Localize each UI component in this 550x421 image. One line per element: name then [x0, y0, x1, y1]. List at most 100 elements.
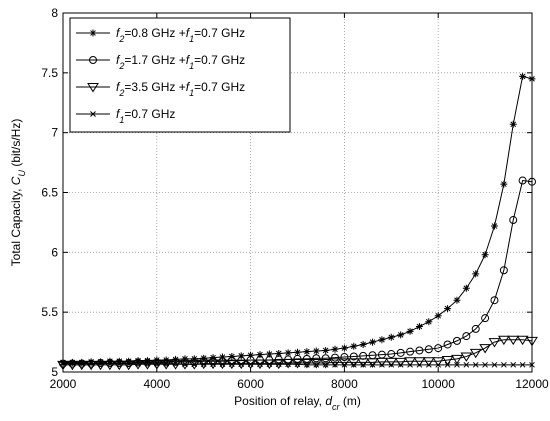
marker-shape	[179, 360, 191, 370]
marker-shape	[285, 361, 291, 368]
marker	[519, 72, 527, 80]
marker	[291, 359, 304, 369]
marker	[501, 361, 507, 368]
marker-shape	[302, 354, 311, 363]
marker	[499, 266, 508, 275]
marker	[463, 361, 470, 368]
marker-shape	[228, 352, 236, 360]
marker	[312, 354, 321, 363]
plot-frame	[62, 12, 533, 373]
marker	[153, 356, 161, 364]
marker-shape	[274, 355, 283, 364]
marker-shape	[422, 357, 435, 367]
marker-shape	[200, 354, 208, 362]
marker	[425, 361, 432, 368]
marker	[319, 359, 332, 369]
marker-shape	[312, 354, 321, 363]
marker	[85, 360, 98, 371]
marker-shape	[490, 296, 499, 305]
marker	[300, 359, 313, 369]
marker	[416, 361, 423, 368]
marker-shape	[200, 361, 207, 368]
marker-shape	[490, 222, 498, 230]
y-tick-label: 7.5	[41, 66, 58, 80]
marker-shape	[479, 344, 492, 354]
marker-shape	[434, 344, 443, 353]
marker-shape	[172, 355, 180, 363]
marker	[490, 222, 498, 230]
marker-shape	[332, 361, 338, 368]
marker-shape	[300, 359, 313, 369]
marker-shape	[85, 360, 98, 371]
marker	[160, 360, 173, 370]
marker	[274, 355, 283, 364]
marker-shape	[103, 360, 116, 371]
marker-shape	[97, 358, 105, 366]
marker-shape	[341, 361, 348, 368]
marker	[529, 361, 535, 368]
marker-shape	[441, 356, 454, 366]
marker-shape	[454, 361, 460, 368]
marker-shape	[322, 361, 329, 368]
marker-shape	[488, 338, 501, 348]
marker	[169, 360, 182, 370]
marker	[516, 335, 529, 346]
marker-shape	[451, 354, 463, 365]
marker	[322, 346, 330, 354]
marker-shape	[396, 348, 405, 357]
marker	[462, 284, 470, 292]
x-tick-label: 8000	[331, 377, 358, 391]
marker	[407, 361, 413, 368]
marker	[435, 361, 442, 368]
marker	[490, 296, 499, 305]
marker	[481, 251, 489, 259]
marker	[266, 361, 273, 368]
marker-shape	[379, 361, 385, 368]
marker-shape	[219, 361, 226, 368]
marker-shape	[238, 361, 245, 368]
marker	[60, 360, 66, 367]
marker-shape	[294, 361, 301, 368]
marker-shape	[322, 346, 330, 354]
marker-shape	[509, 120, 517, 128]
marker	[171, 357, 180, 366]
marker	[68, 358, 76, 366]
marker	[57, 360, 69, 371]
marker-shape	[237, 352, 245, 360]
marker	[284, 349, 292, 357]
marker-shape	[359, 340, 367, 348]
marker	[144, 360, 151, 367]
marker-shape	[191, 361, 198, 368]
marker	[97, 360, 104, 367]
marker-shape	[141, 360, 154, 370]
marker	[406, 347, 415, 356]
legend-label: f2=3.5 GHz +f1=0.7 GHz	[116, 80, 245, 98]
marker	[497, 335, 510, 346]
marker-shape	[507, 335, 520, 346]
marker-shape	[113, 360, 126, 371]
marker-shape	[340, 344, 348, 352]
marker-shape	[529, 361, 535, 368]
marker	[188, 360, 201, 370]
marker-shape	[424, 345, 433, 354]
marker-shape	[116, 360, 123, 367]
marker-shape	[518, 176, 527, 185]
marker-shape	[228, 361, 235, 368]
marker	[341, 361, 348, 368]
marker-shape	[190, 357, 199, 366]
marker	[59, 358, 67, 366]
marker-shape	[60, 360, 66, 367]
marker	[310, 359, 323, 369]
marker-shape	[180, 357, 189, 366]
marker-shape	[416, 361, 423, 368]
marker	[219, 361, 226, 368]
marker	[141, 360, 154, 370]
marker	[460, 352, 473, 362]
marker-shape	[528, 75, 536, 83]
marker-shape	[282, 359, 295, 369]
marker-shape	[163, 360, 170, 367]
marker-shape	[453, 296, 461, 304]
marker	[103, 360, 116, 371]
marker	[210, 361, 216, 368]
marker-shape	[132, 360, 144, 370]
